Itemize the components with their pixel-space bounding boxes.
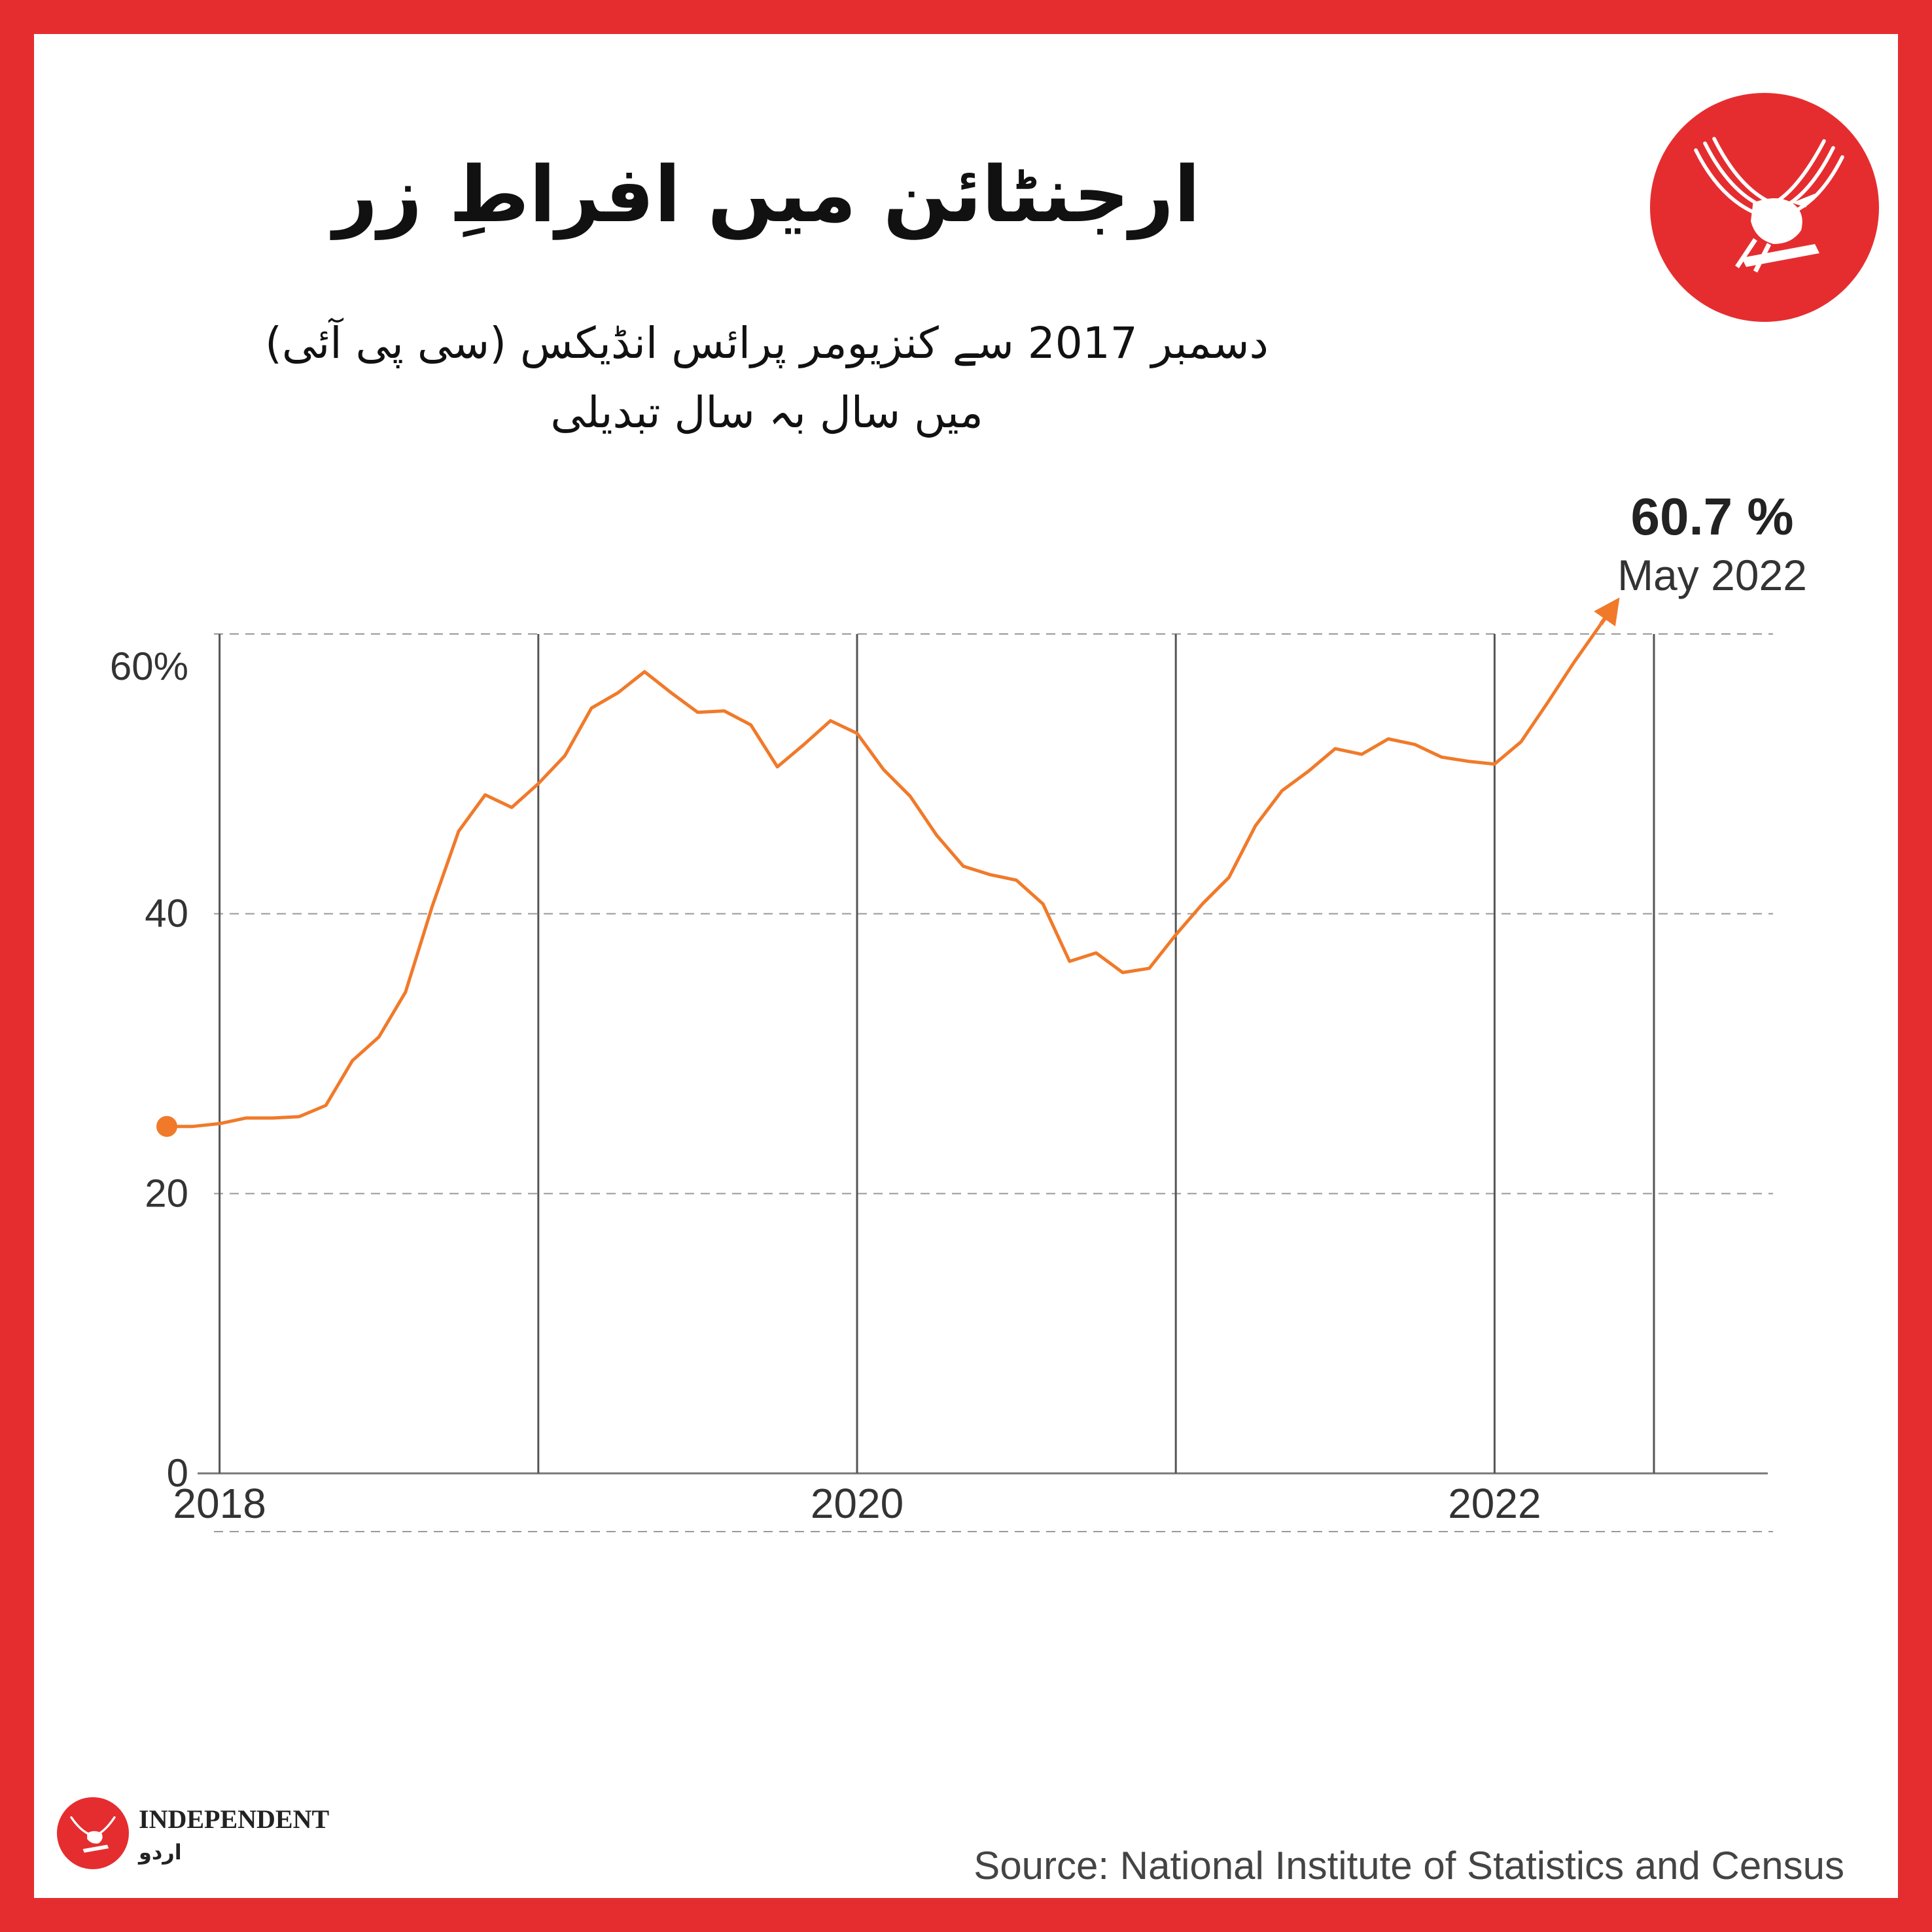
x-tick-label: 2022: [1448, 1480, 1541, 1527]
arrow-head-icon: [1594, 597, 1620, 627]
annotation-value: 60.7 %: [1630, 487, 1793, 546]
subtitle-line-2: میں سال بہ سال تبدیلی: [550, 387, 983, 438]
y-tick-label: 0: [167, 1451, 188, 1495]
y-tick-label: 20: [145, 1171, 188, 1215]
cpi-series-line: [167, 623, 1602, 1129]
eagle-logo-icon: [1650, 93, 1879, 322]
x-tick-label: 2018: [173, 1480, 266, 1527]
brand-name: INDEPENDENT: [139, 1804, 330, 1834]
chart-subtitle: دسمبر 2017 سے کنزیومر پرائس انڈیکس (سی پ…: [34, 309, 1500, 447]
page-title: ارجنٹائن میں افراطِ زر: [333, 149, 1201, 239]
x-tick-label: 2020: [811, 1480, 904, 1527]
y-tick-label: 40: [145, 892, 188, 936]
series-start-marker: [156, 1115, 177, 1137]
brand-eagle-icon: [57, 1797, 129, 1869]
subtitle-line-1: دسمبر 2017 سے کنزیومر پرائس انڈیکس (سی پ…: [265, 318, 1269, 368]
annotation-date: May 2022: [1617, 551, 1807, 599]
chart-panel: ارجنٹائن میں افراطِ زر دسمبر 2017 سے کنز…: [34, 34, 1898, 1898]
brand-subtitle: اردو: [139, 1840, 182, 1865]
line-chart: 60% 40 20 0 2018 2020 2022 60.7 % May 2022: [110, 487, 1807, 1532]
y-tick-label: 60%: [110, 644, 188, 688]
source-note: Source: National Institute of Statistics…: [974, 1844, 1844, 1888]
